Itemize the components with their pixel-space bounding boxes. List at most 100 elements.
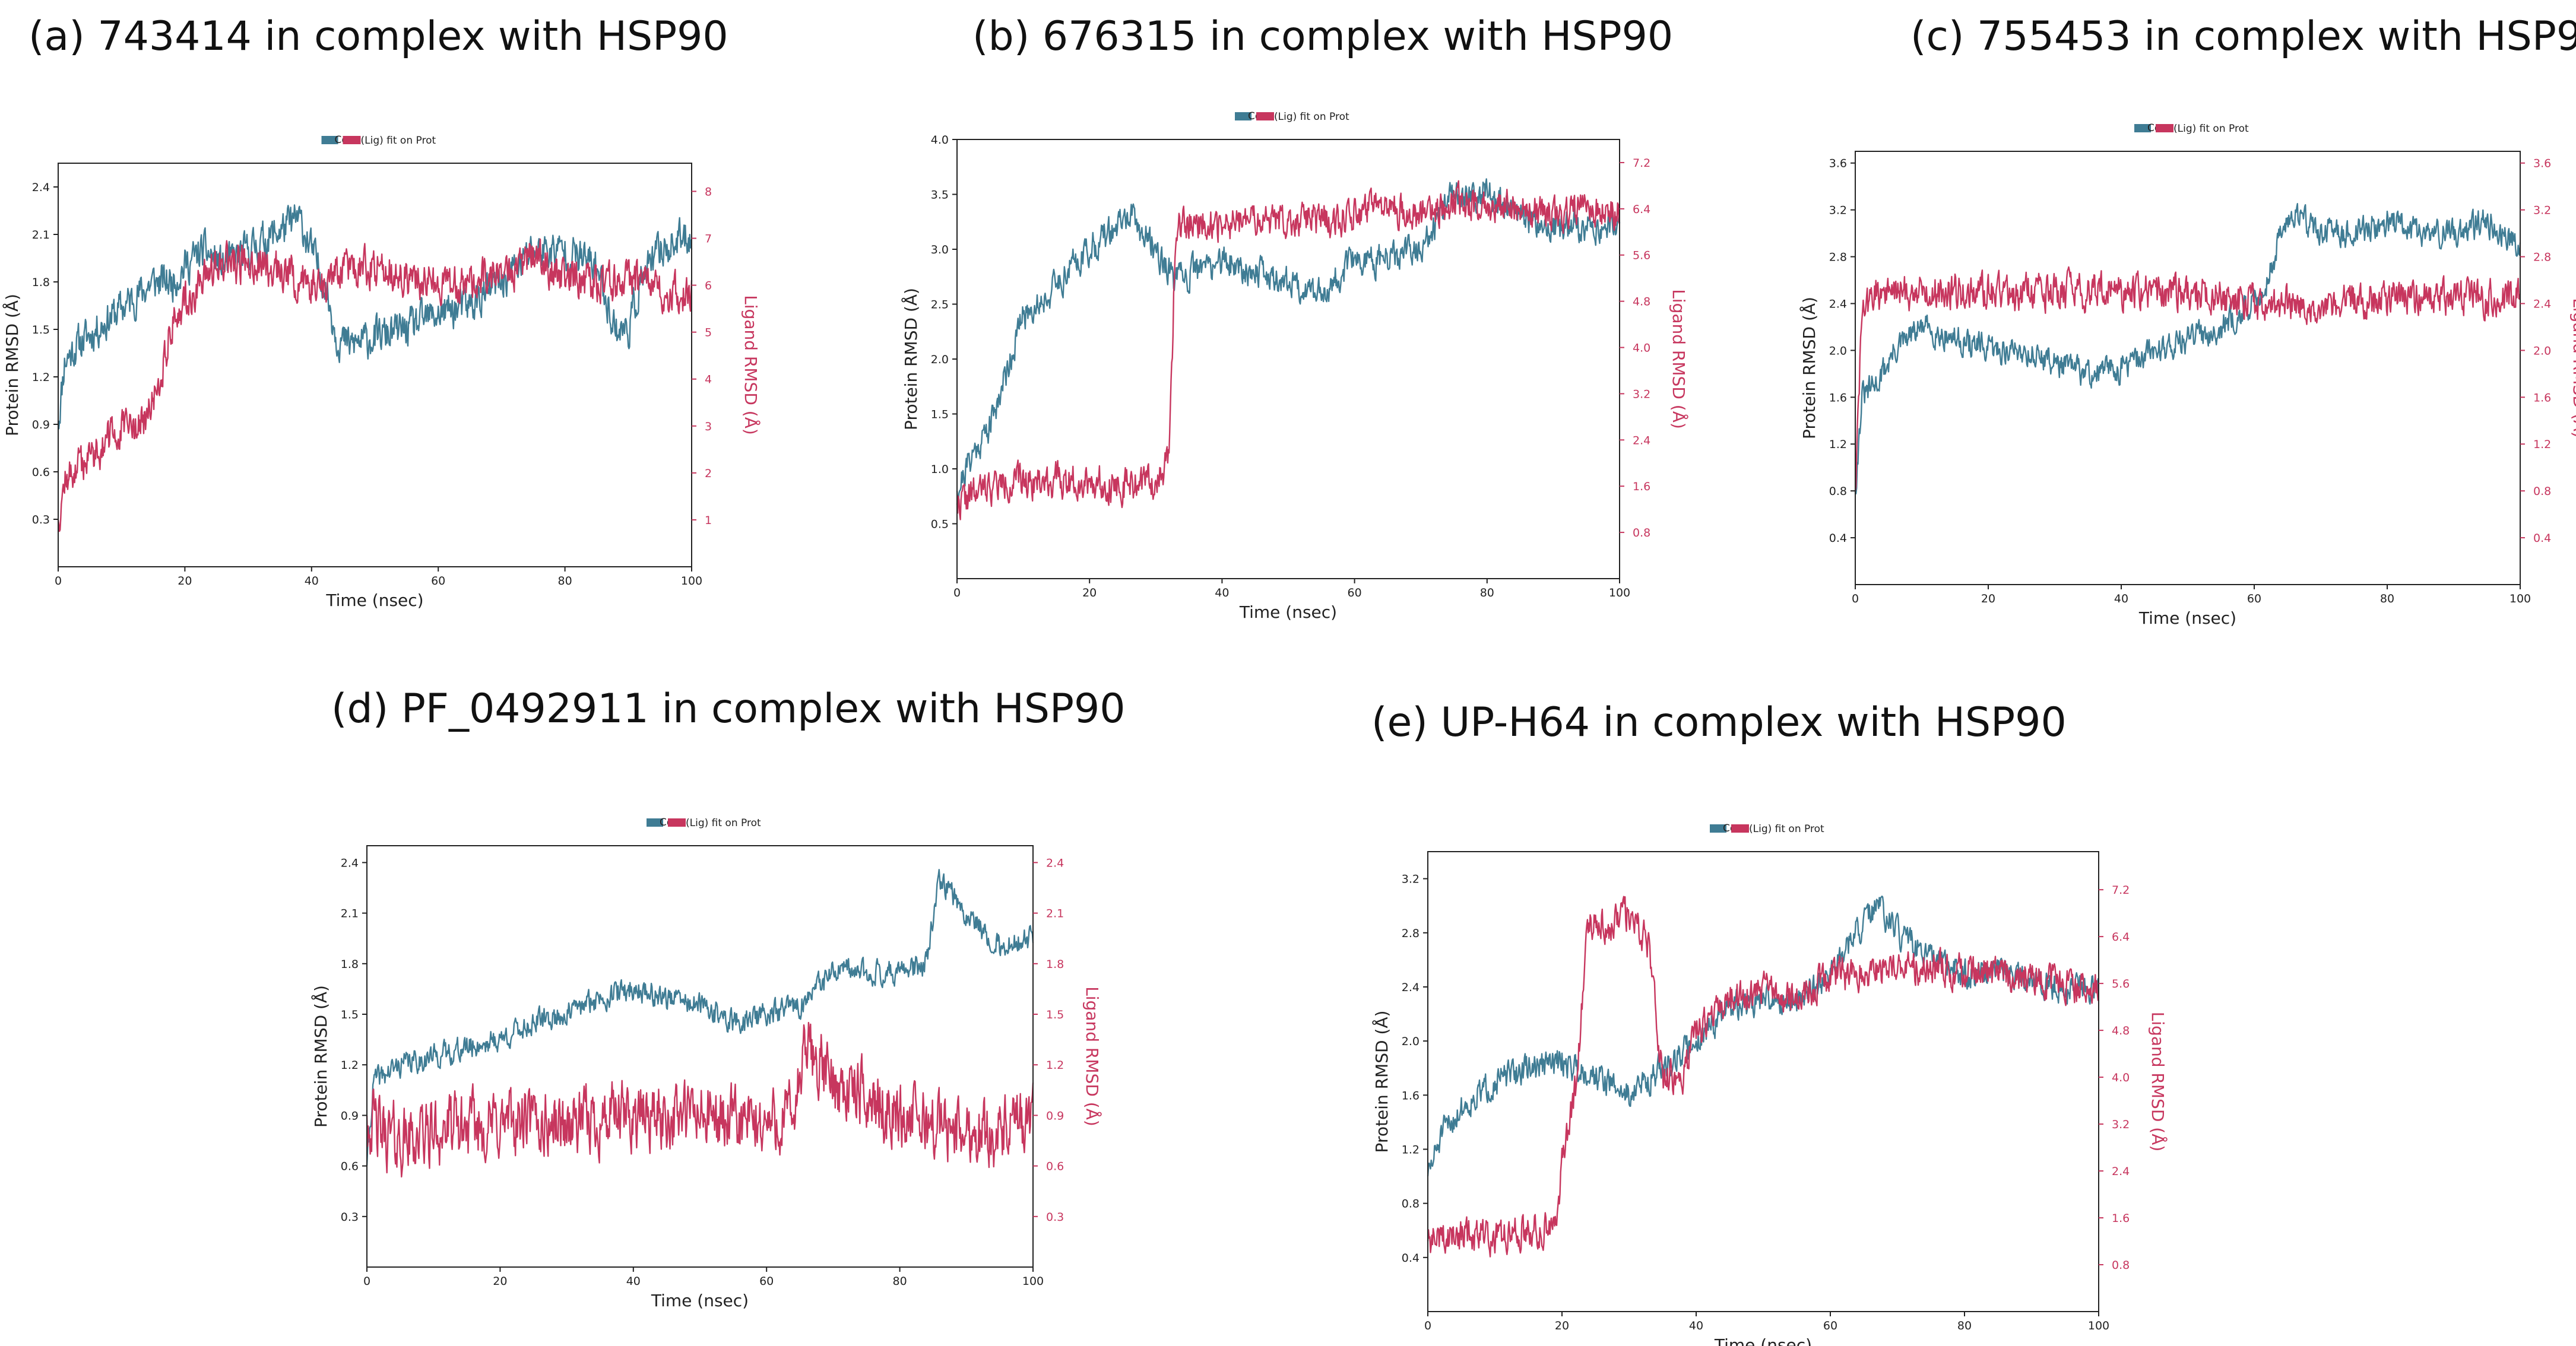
legend-swatch-ligand [668,818,686,827]
y-right-tick-label: 2 [705,467,712,480]
y-left-tick-label: 2.0 [931,353,949,366]
panel-title-e: (e) UP-H64 in complex with HSP90 [1371,699,2067,746]
y-right-axis-label: Ligand RMSD (Å) [1669,289,1689,429]
y-right-tick-label: 2.4 [1046,856,1064,869]
y-right-tick-label: 0.8 [2112,1259,2130,1272]
legend: Cα (Lig) fit on Prot [1710,823,1824,835]
y-left-tick-label: 4.0 [931,134,949,147]
legend-swatch-ligand [343,136,361,144]
plot-frame [1427,851,2099,1312]
y-left-tick-label: 1.0 [931,463,949,476]
y-right-tick-label: 7.2 [2112,884,2130,897]
legend-swatch-protein [2134,124,2151,132]
ligand-rmsd-series-line [956,180,1621,520]
ligand-rmsd-series-line [1854,266,2521,491]
y-left-tick-label: 1.5 [931,408,949,421]
x-axis-label: Time (nsec) [325,591,423,610]
rmsd-chart-a: Cα (Lig) fit on Prot 0 20 40 60 80 100 0.3 0.6 0.9… [2,134,761,610]
y-left-tick-label: 1.2 [1402,1143,1420,1156]
y-left-tick-label: 1.5 [341,1008,359,1021]
legend-swatch-ligand [1731,824,1749,833]
y-left-tick-label: 1.5 [32,323,50,337]
rmsd-chart-b: Cα (Lig) fit on Prot 0 20 40 60 80 100 0.5 1.0 1.5… [901,110,1689,622]
x-tick-label: 0 [363,1275,370,1288]
panel-title-c: (c) 755453 in complex with HSP90 [1910,13,2576,60]
y-left-tick-label: 0.9 [32,418,50,431]
y-right-tick-label: 3.2 [1633,388,1650,401]
y-left-tick-label: 3.2 [1402,873,1420,886]
y-right-tick-label: 5.6 [2112,977,2130,991]
y-right-tick-label: 4.0 [1633,342,1650,355]
y-left-tick-label: 1.2 [341,1059,359,1072]
x-tick-label: 60 [431,574,445,588]
y-right-tick-label: 1.6 [2533,391,2551,404]
x-tick-label: 20 [1555,1319,1569,1332]
x-axis-label: Time (nsec) [1714,1335,1812,1346]
x-tick-label: 40 [1689,1319,1703,1332]
legend-label: (Lig) fit on Prot [686,817,761,829]
x-tick-label: 60 [2247,592,2261,605]
y-right-tick-label: 0.4 [2533,532,2551,545]
y-right-tick-label: 0.3 [1046,1211,1064,1224]
legend-label: (Lig) fit on Prot [1749,823,1824,835]
ligand-rmsd-series-line [57,238,693,532]
y-left-tick-label: 3.2 [1829,204,1847,217]
y-right-tick-label: 3.6 [2533,157,2551,170]
y-left-axis-label: Protein RMSD (Å) [1799,297,1819,439]
ligand-rmsd-series-line [366,1021,1034,1178]
y-left-tick-label: 0.8 [1402,1198,1420,1211]
protein-rmsd-series-line [1427,895,2100,1177]
y-left-tick-label: 0.3 [341,1211,359,1224]
x-tick-label: 20 [1082,586,1097,599]
y-right-tick-label: 3.2 [2533,204,2551,217]
y-left-tick-label: 2.1 [32,228,50,242]
x-tick-label: 60 [1823,1319,1837,1332]
y-left-tick-label: 0.4 [1829,532,1847,545]
y-right-tick-label: 0.8 [1633,526,1650,539]
y-left-tick-label: 1.8 [341,958,359,971]
legend-swatch-protein [647,818,663,827]
x-tick-label: 100 [681,574,702,588]
x-tick-label: 100 [1609,586,1630,599]
y-left-tick-label: 1.2 [32,371,50,384]
legend: Cα (Lig) fit on Prot [1235,110,1349,123]
y-left-tick-label: 2.0 [1402,1035,1420,1048]
y-left-tick-label: 1.2 [1829,438,1847,451]
x-tick-label: 0 [1852,592,1859,605]
legend-swatch-protein [321,136,338,144]
y-left-tick-label: 2.5 [931,299,949,312]
plot-frame [366,845,1034,1268]
y-right-tick-label: 4.8 [1633,296,1650,309]
y-right-tick-label: 1 [705,514,712,527]
legend-swatch-ligand [1256,112,1274,120]
x-tick-label: 40 [305,574,319,588]
y-left-tick-label: 3.5 [931,189,949,202]
x-tick-label: 20 [178,574,192,588]
x-axis-label: Time (nsec) [651,1291,749,1310]
rmsd-chart-c: Cα (Lig) fit on Prot 0 20 40 60 80 100 0.4 0.8 1.2… [1799,122,2576,628]
y-left-tick-label: 2.0 [1829,344,1847,357]
x-tick-label: 80 [893,1275,907,1288]
x-tick-label: 20 [1981,592,1995,605]
rmsd-chart-e: Cα (Lig) fit on Prot 0 20 40 60 80 100 0.4 0.8 1.2… [1371,823,2168,1346]
plot-frame [58,163,692,567]
y-left-tick-label: 2.1 [341,907,359,920]
panel-title-a: (a) 743414 in complex with HSP90 [28,13,728,60]
legend-swatch-protein [1235,112,1251,120]
y-right-tick-label: 1.2 [2533,438,2551,451]
y-right-tick-label: 4 [705,373,712,386]
legend-label: (Lig) fit on Prot [361,135,436,147]
y-right-tick-label: 0.6 [1046,1160,1064,1173]
y-left-tick-label: 3.0 [931,243,949,256]
y-right-tick-label: 2.4 [1633,434,1650,447]
protein-rmsd-series-line [956,178,1621,501]
x-tick-label: 80 [558,574,572,588]
x-tick-label: 60 [1348,586,1362,599]
y-right-tick-label: 6.4 [1633,203,1650,216]
y-right-axis-label: Ligand RMSD (Å) [2569,298,2576,438]
y-right-tick-label: 1.6 [1633,480,1650,493]
y-right-tick-label: 6 [705,280,712,293]
y-right-tick-label: 2.8 [2533,251,2551,264]
legend-label: (Lig) fit on Prot [2173,123,2249,135]
y-left-tick-label: 1.6 [1829,391,1847,404]
